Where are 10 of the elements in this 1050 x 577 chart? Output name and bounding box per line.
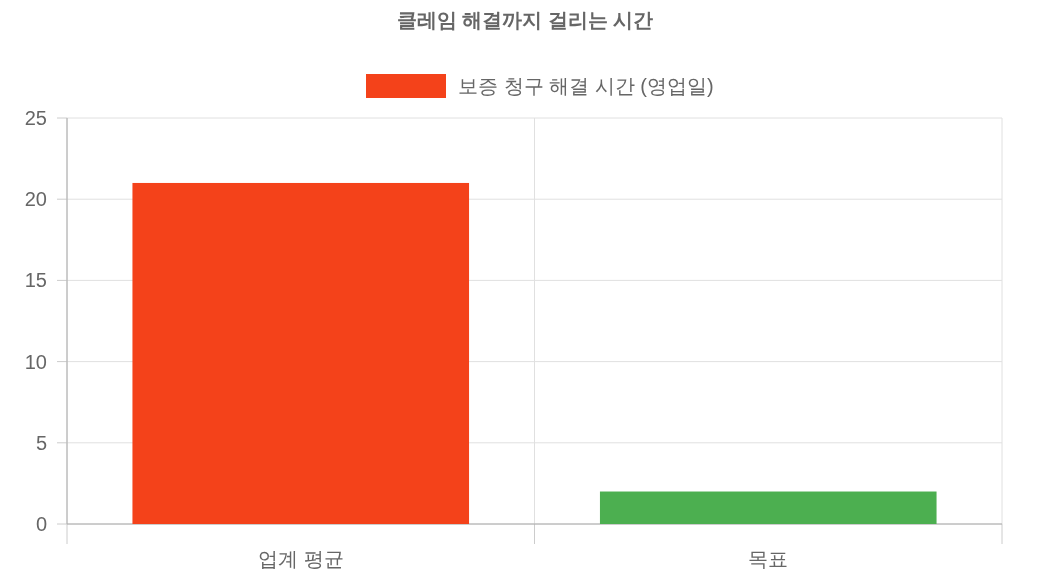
x-tick-label: 목표 (748, 548, 789, 570)
y-tick-label: 20 (24, 188, 47, 211)
y-tick-label: 15 (24, 269, 47, 292)
y-tick-label: 10 (24, 350, 47, 373)
y-tick-label: 25 (24, 107, 47, 129)
x-tick-label: 업계 평균 (257, 548, 344, 570)
y-tick-label: 0 (35, 513, 47, 535)
legend-label: 보증 청구 해결 시간 (영업일) (458, 75, 714, 97)
y-tick-label: 5 (35, 431, 47, 454)
chart-title: 클레임 해결까지 걸리는 시간 (396, 9, 654, 31)
